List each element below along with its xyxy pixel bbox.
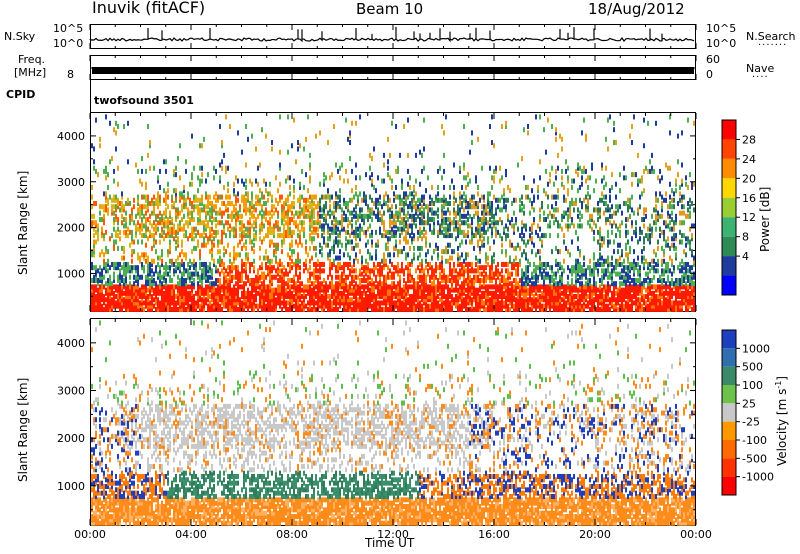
power-ytick-label: 1000: [57, 267, 85, 280]
power-colorbar-swatch: [722, 256, 736, 276]
power-colorbar-swatch: [722, 275, 736, 295]
velocity-colorbar-swatch: [722, 385, 736, 404]
velocity-colorbar-swatch: [722, 366, 736, 385]
power-colorbar-swatch: [722, 158, 736, 179]
velocity-colorbar-tick-label: 25: [742, 397, 756, 410]
cpid-value: twofsound 3501: [94, 94, 194, 107]
nsearch-label: N.Search: [746, 30, 796, 43]
velocity-colorbar-tick-label: -1000: [742, 471, 774, 484]
freq-label: Freq.: [18, 53, 46, 66]
velocity-ytick-label: 2000: [57, 432, 85, 445]
power-colorbar-tick-label: 4: [742, 250, 749, 263]
velocity-ytick-label: 1000: [57, 480, 85, 493]
power-colorbar-frame: [721, 119, 737, 296]
velocity-colorbar-tick-label: 500: [742, 361, 763, 374]
velocity-colorbar-tick-label: 1000: [742, 342, 770, 355]
power-colorbar-swatch: [722, 236, 736, 257]
power-colorbar-swatch: [722, 197, 736, 218]
nsky-trace: [89, 26, 695, 43]
nave-label: Nave: [746, 62, 775, 75]
freq-unit: [MHz]: [14, 66, 47, 79]
velocity-colorbar-swatch: [722, 421, 736, 440]
nsky-tick-top: 10^5: [53, 22, 84, 35]
cpid-label: CPID: [6, 88, 36, 101]
velocity-colorbar-swatch: [722, 403, 736, 422]
power-colorbar-swatch: [722, 139, 736, 159]
time-xlabel: Time UT: [365, 536, 415, 550]
nsearch-tick-top: 10^5: [706, 22, 737, 35]
velocity-cells: [91, 320, 695, 526]
power-colorbar-swatch: [722, 120, 736, 140]
x-tick-label: 20:00: [579, 528, 611, 541]
freq-tick: 8: [67, 68, 74, 81]
power-colorbar-tick-label: 8: [742, 231, 749, 244]
velocity-colorbar-tick-label: -500: [742, 452, 767, 465]
velocity-colorbar-frame: [721, 329, 737, 496]
freq-trace: [92, 67, 694, 74]
power-cells: [91, 114, 695, 312]
power-colorbar-tick-label: 16: [742, 192, 756, 205]
power-colorbar-tick-label: 20: [742, 172, 756, 185]
power-ytick-label: 3000: [57, 176, 85, 189]
power-ytick-label: 4000: [57, 130, 85, 143]
velocity-colorbar-swatch: [722, 458, 736, 477]
nave-dots: ····: [752, 72, 769, 83]
velocity-ytick-label: 4000: [57, 337, 85, 350]
nsky-tick-bottom: 10^0: [53, 37, 84, 50]
velocity-colorbar-swatch: [722, 330, 736, 349]
nsky-label: N.Sky: [4, 30, 36, 43]
power-colorbar-swatch: [722, 217, 736, 237]
nave-tick-bottom: 0: [706, 68, 713, 81]
date-title: 18/Aug/2012: [588, 0, 685, 18]
x-tick-label: 16:00: [478, 528, 510, 541]
x-tick-label: 12:00: [377, 528, 409, 541]
power-colorbar-tick-label: 12: [742, 211, 756, 224]
velocity-ytick-label: 3000: [57, 385, 85, 398]
velocity-colorbar-swatch: [722, 440, 736, 459]
velocity-colorbar-tick-label: 100: [742, 379, 763, 392]
velocity-colorbar-tick-label: -25: [742, 416, 760, 429]
x-tick-label: 00:00: [74, 528, 106, 541]
nsearch-tick-bottom: 10^0: [706, 37, 737, 50]
x-tick-label: 00:00: [680, 528, 712, 541]
beam-title: Beam 10: [356, 0, 424, 18]
x-tick-label: 08:00: [276, 528, 308, 541]
power-colorbar-swatch: [722, 178, 736, 198]
x-tick-label: 04:00: [175, 528, 207, 541]
velocity-colorbar-swatch: [722, 476, 736, 495]
nsearch-dots: ·······: [758, 40, 788, 51]
station-title: Inuvik (fitACF): [92, 0, 206, 17]
cpid-divider: [90, 80, 91, 112]
power-colorbar-tick-label: 28: [742, 133, 756, 146]
power-ytick-label: 2000: [57, 222, 85, 235]
nave-tick-top: 60: [706, 53, 720, 66]
velocity-colorbar-tick-label: -100: [742, 434, 767, 447]
power-colorbar-tick-label: 24: [742, 153, 756, 166]
velocity-colorbar-swatch: [722, 348, 736, 367]
